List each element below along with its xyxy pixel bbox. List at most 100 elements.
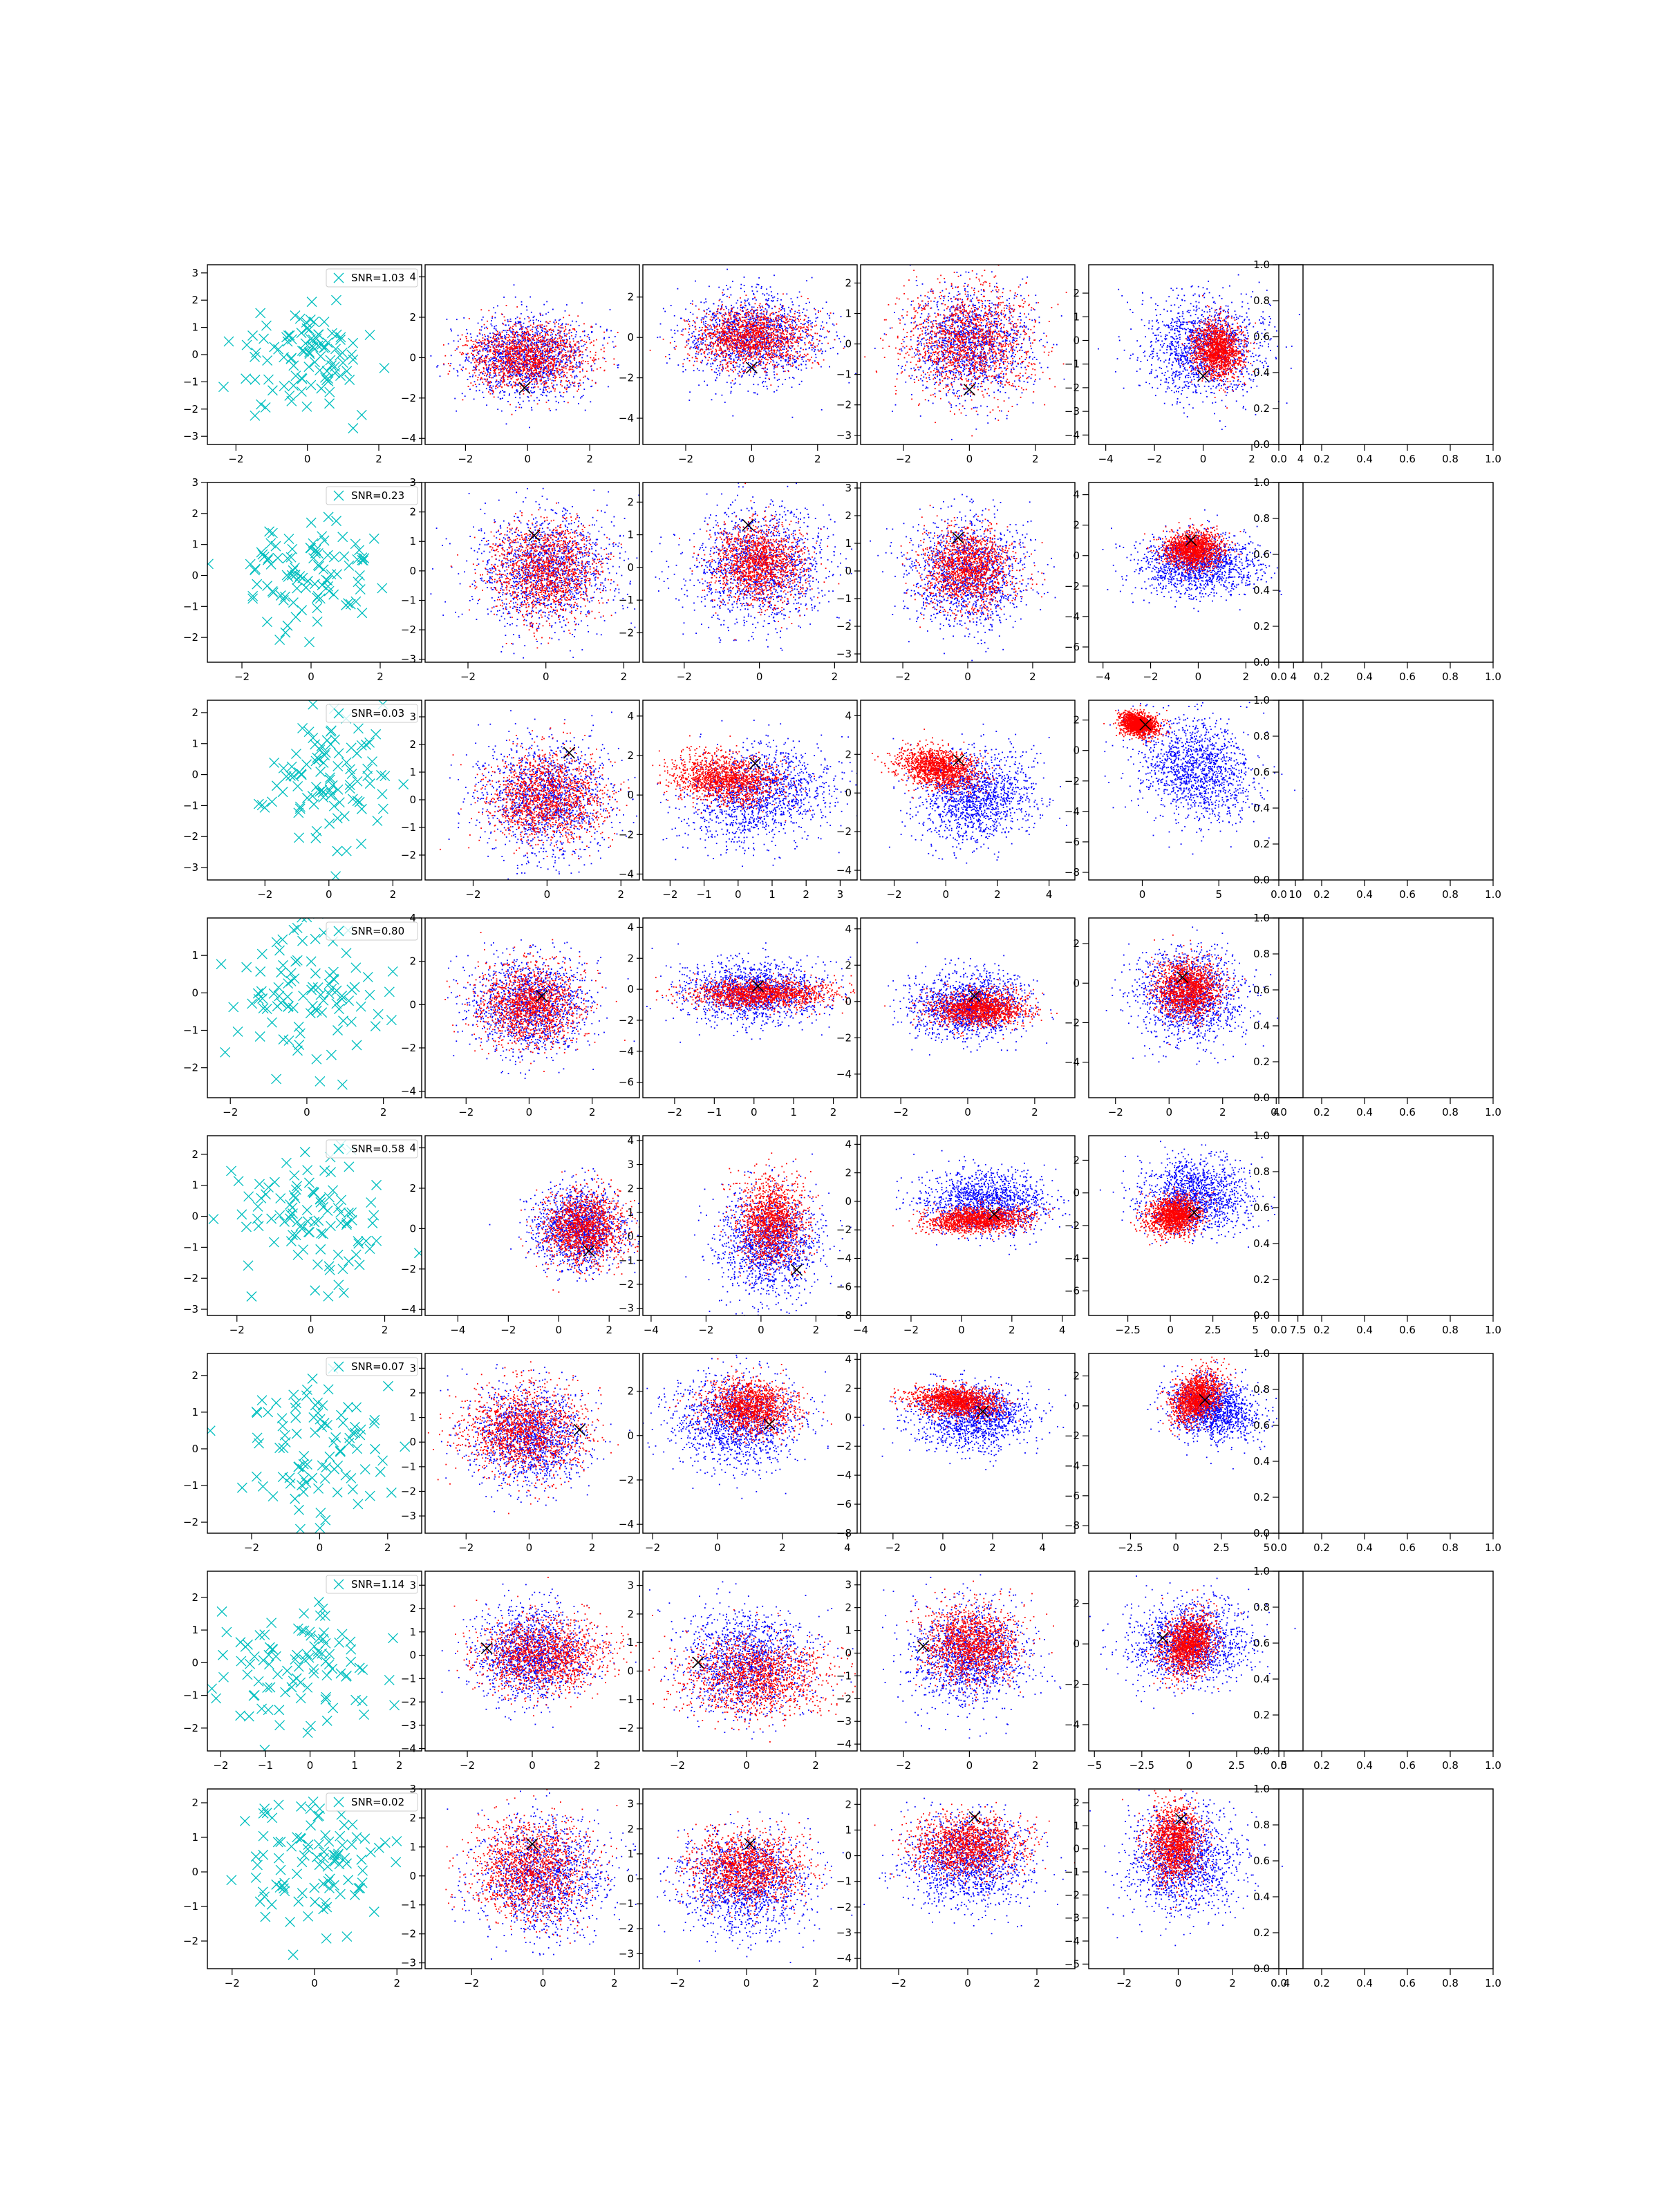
data-point — [491, 344, 493, 345]
data-point — [521, 324, 522, 326]
data-point — [514, 350, 515, 351]
data-point — [711, 366, 712, 367]
data-point — [499, 366, 500, 367]
data-point — [493, 307, 494, 308]
data-point — [544, 341, 545, 343]
data-point — [756, 284, 758, 285]
data-point — [583, 345, 584, 346]
data-point — [431, 355, 432, 357]
data-point — [756, 299, 757, 301]
data-point — [717, 326, 718, 327]
data-point — [553, 380, 554, 382]
data-point — [540, 339, 541, 341]
data-point — [502, 356, 503, 357]
data-point — [496, 330, 497, 331]
data-point — [519, 366, 521, 368]
data-point — [532, 346, 533, 348]
data-point — [566, 391, 568, 393]
data-point — [762, 307, 764, 308]
data-point — [481, 319, 482, 321]
data-point — [740, 288, 742, 289]
data-point — [798, 343, 799, 344]
data-point — [517, 339, 518, 340]
data-point — [497, 345, 498, 346]
data-point — [771, 325, 772, 326]
data-point — [705, 299, 706, 300]
data-point — [518, 402, 519, 404]
data-point — [560, 382, 561, 383]
data-point — [507, 385, 509, 386]
data-point — [760, 288, 762, 289]
data-point — [528, 317, 529, 319]
y-tick-label: −4 — [401, 432, 416, 444]
data-point — [514, 337, 515, 338]
data-point — [546, 339, 547, 341]
data-point — [515, 362, 516, 364]
data-point — [535, 356, 536, 357]
data-point — [749, 375, 750, 376]
data-point — [767, 330, 768, 331]
data-point — [527, 360, 528, 362]
data-point — [516, 358, 517, 359]
data-point — [844, 336, 845, 337]
data-point — [519, 404, 521, 405]
data-point — [498, 397, 499, 398]
data-point — [480, 362, 482, 363]
data-point — [559, 335, 561, 336]
data-point — [508, 334, 509, 335]
data-point — [748, 316, 749, 317]
data-point — [512, 356, 514, 357]
data-point — [507, 344, 509, 346]
data-point — [794, 359, 795, 361]
data-point — [788, 345, 789, 346]
data-point — [538, 400, 540, 401]
data-point — [744, 317, 746, 318]
data-point — [560, 325, 561, 326]
data-point — [550, 346, 551, 347]
data-point — [521, 374, 522, 375]
data-point — [812, 277, 813, 279]
data-point — [529, 369, 531, 371]
data-point — [537, 325, 538, 326]
data-point — [496, 375, 497, 377]
data-point — [725, 306, 727, 308]
data-point — [695, 356, 697, 357]
data-point — [684, 359, 685, 360]
data-point — [765, 348, 766, 350]
data-point — [502, 338, 503, 339]
data-point — [751, 329, 752, 330]
data-point — [506, 337, 507, 338]
data-point — [727, 288, 729, 290]
y-tick-label: 1 — [191, 321, 198, 334]
data-point — [753, 318, 754, 319]
data-point — [691, 346, 692, 348]
data-point — [782, 345, 783, 346]
data-point — [506, 423, 507, 424]
data-point — [737, 308, 738, 309]
data-point — [484, 358, 485, 359]
data-point — [529, 297, 531, 298]
data-point — [777, 337, 778, 339]
data-point — [553, 364, 554, 365]
data-point — [466, 329, 467, 330]
data-point — [536, 397, 538, 399]
data-point — [608, 386, 609, 388]
data-point — [724, 350, 725, 352]
data-point — [503, 324, 504, 325]
data-point — [769, 326, 771, 328]
data-point — [523, 357, 524, 359]
data-point — [745, 315, 747, 317]
data-point — [777, 293, 778, 294]
data-point — [512, 414, 513, 415]
data-point — [545, 328, 546, 330]
data-point — [530, 352, 532, 353]
data-point — [753, 307, 755, 308]
data-point — [503, 350, 504, 352]
data-point — [514, 356, 515, 357]
data-point — [509, 352, 511, 353]
data-point — [487, 354, 489, 355]
data-point — [765, 381, 766, 382]
data-point — [560, 359, 561, 361]
data-point — [719, 375, 720, 376]
data-point — [784, 337, 785, 338]
